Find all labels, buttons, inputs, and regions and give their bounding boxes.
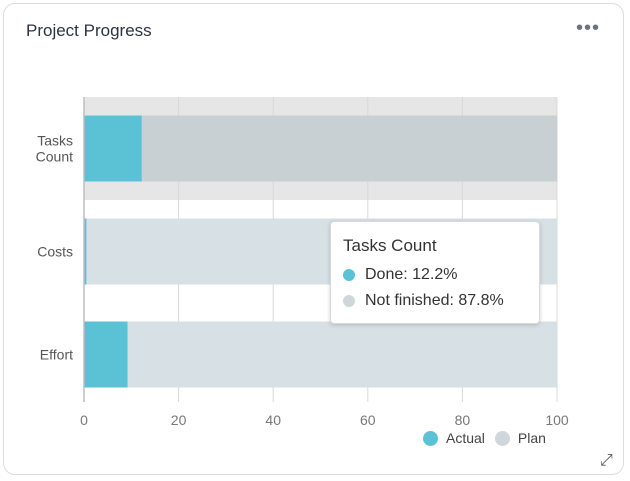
more-horizontal-icon[interactable]: ••• — [575, 17, 600, 39]
legend-actual-label: Actual — [446, 430, 485, 446]
x-tick-label: 40 — [265, 412, 281, 428]
category-label: Costs — [37, 244, 73, 260]
actual-bar — [84, 115, 142, 182]
x-tick-label: 20 — [171, 412, 187, 428]
legend-plan-label: Plan — [517, 430, 546, 446]
tooltip-done-label: Done: 12.2% — [365, 266, 458, 283]
resize-icon[interactable]: ⤢ — [600, 452, 613, 469]
legend-item-actual[interactable]: Actual — [423, 430, 485, 446]
legend-item-plan[interactable]: Plan — [494, 430, 546, 446]
category-label: Tasks Count — [36, 133, 73, 165]
plan-bar — [84, 115, 557, 182]
actual-bar — [84, 321, 128, 388]
chart-tooltip: Tasks Count Done: 12.2% Not finished: 87… — [330, 221, 540, 324]
category-label: Effort — [40, 347, 73, 363]
x-tick-label: 0 — [80, 412, 88, 428]
tooltip-row-not-finished: Not finished: 87.8% — [343, 288, 527, 314]
actual-legend-icon — [423, 430, 438, 446]
actual-dot-icon — [343, 269, 355, 281]
x-tick-label: 60 — [360, 412, 376, 428]
plan-bar — [84, 321, 557, 388]
chart-legend: Actual Plan — [423, 430, 556, 446]
x-tick-label: 100 — [545, 412, 569, 428]
tooltip-title: Tasks Count — [343, 236, 437, 255]
widget-title: Project Progress — [26, 21, 152, 40]
actual-bar — [84, 218, 87, 285]
x-tick-label: 80 — [455, 412, 471, 428]
tooltip-not-finished-label: Not finished: 87.8% — [365, 292, 504, 309]
plan-legend-icon — [494, 430, 510, 446]
tooltip-row-done: Done: 12.2% — [343, 262, 527, 288]
plan-dot-icon — [343, 295, 355, 307]
